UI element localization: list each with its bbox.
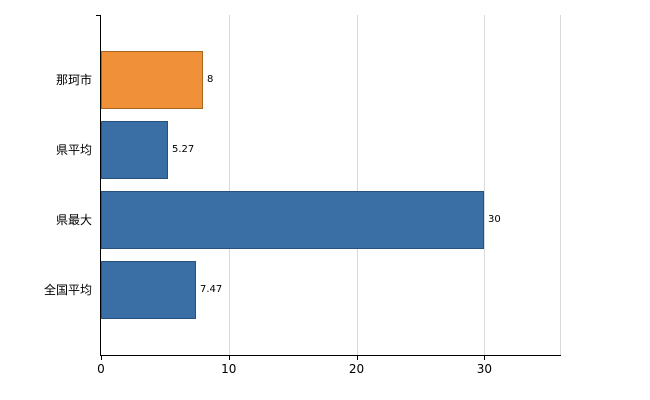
bar-1 (101, 121, 168, 179)
x-axis-tick (484, 356, 486, 360)
x-axis-tick (356, 356, 358, 360)
x-axis-tick-label: 10 (221, 362, 237, 376)
plot-area: 0 10 20 30 8 5.27 30 7.47 (96, 15, 561, 376)
plot-right-gridline (560, 15, 561, 355)
category-label: 全国平均 (43, 283, 92, 297)
bar-value-label: 8 (207, 74, 214, 85)
x-gridline (356, 15, 358, 355)
x-gridline (484, 15, 486, 355)
x-axis-tick (228, 356, 230, 360)
category-label: 那珂市 (55, 73, 92, 87)
bar-value-label: 5.27 (172, 144, 195, 155)
category-label: 県平均 (55, 143, 92, 157)
bar-3 (101, 261, 196, 319)
bar-2 (101, 191, 484, 249)
category-label: 県最大 (55, 213, 92, 227)
y-axis-top-tick (96, 15, 100, 16)
x-axis-tick-label: 0 (97, 362, 105, 376)
bar-value-label: 30 (488, 214, 501, 225)
x-axis-tick (101, 356, 102, 360)
bar-0 (101, 51, 203, 109)
x-axis-tick-label: 30 (476, 362, 492, 376)
x-gridline (228, 15, 230, 355)
bar-value-label: 7.47 (200, 284, 223, 295)
x-axis-tick-label: 20 (348, 362, 365, 376)
